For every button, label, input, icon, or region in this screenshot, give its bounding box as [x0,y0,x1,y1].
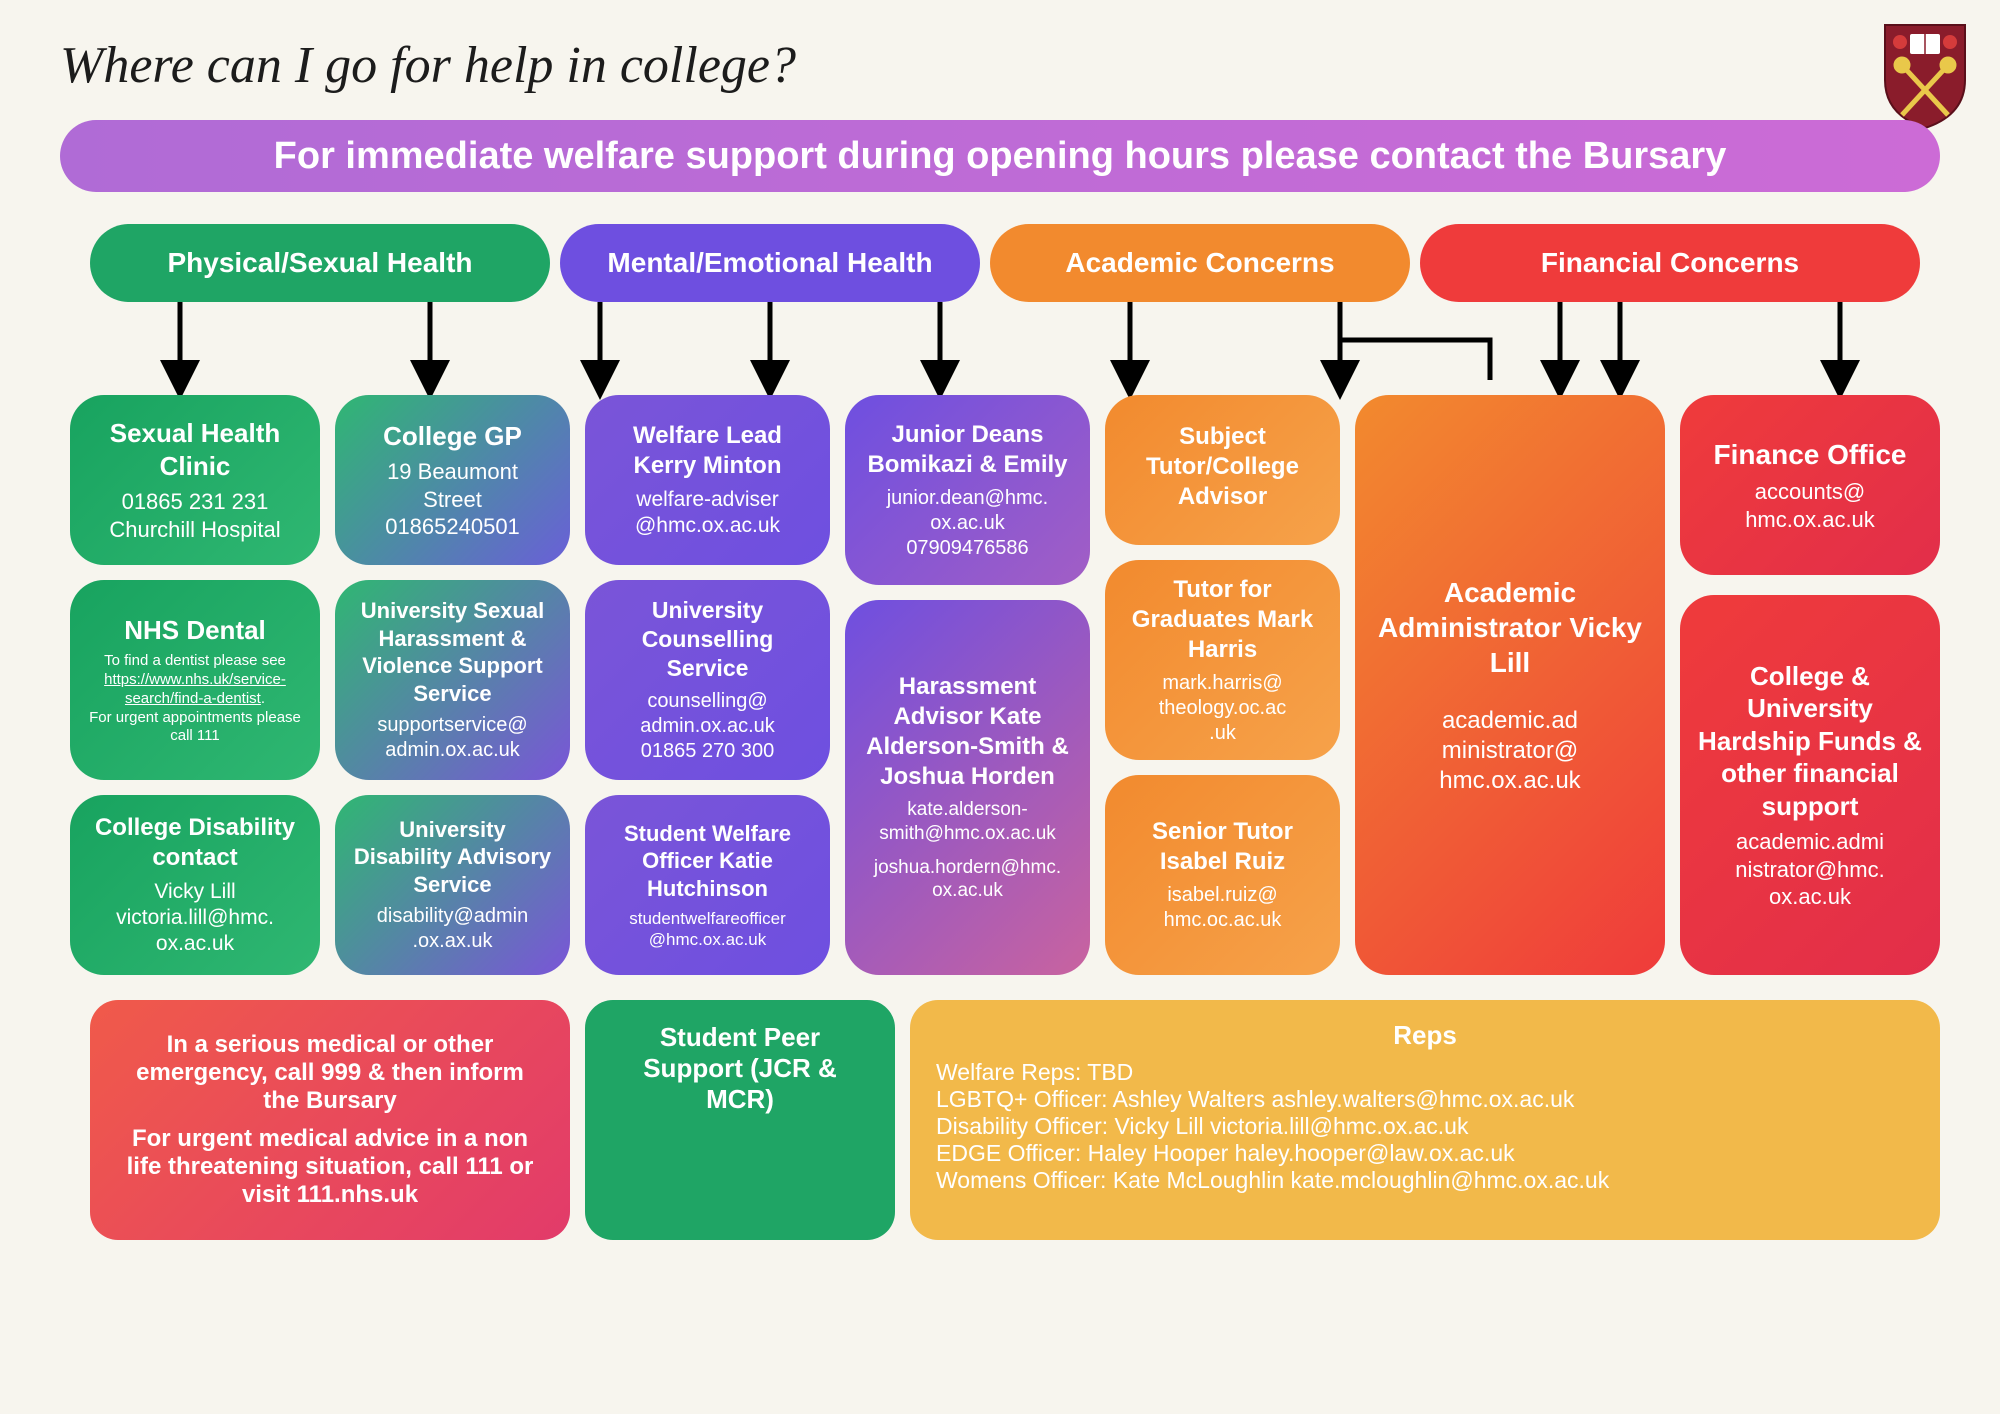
card-tutor-grad: Tutor for Graduates Mark Harrismark.harr… [1105,560,1340,760]
card-college-disability: College Disability contactVicky Lillvict… [70,795,320,975]
card-sexual-health: Sexual Health Clinic01865 231 231Churchi… [70,395,320,565]
rose-right-icon [1943,35,1957,49]
rose-left-icon [1893,35,1907,49]
card-academic-admin: Academic Administrator Vicky Lillacademi… [1355,395,1665,975]
category-physical: Physical/Sexual Health [90,224,550,302]
category-financial: Financial Concerns [1420,224,1920,302]
category-academic: Academic Concerns [990,224,1410,302]
card-senior-tutor: Senior Tutor Isabel Ruizisabel.ruiz@hmc.… [1105,775,1340,975]
card-junior-deans: Junior Deans Bomikazi & Emilyjunior.dean… [845,395,1090,585]
card-subject-tutor: Subject Tutor/College Advisor [1105,395,1340,545]
category-mental: Mental/Emotional Health [560,224,980,302]
card-hardship: College & University Hardship Funds & ot… [1680,595,1940,975]
card-counselling: University Counselling Servicecounsellin… [585,580,830,780]
page: Where can I go for help in college? For … [0,0,2000,1414]
peer-support-card: Student Peer Support (JCR & MCR) [585,1000,895,1240]
card-finance-office: Finance Officeaccounts@hmc.ox.ac.uk [1680,395,1940,575]
page-title: Where can I go for help in college? [60,36,796,95]
reps-card: RepsWelfare Reps: TBDLGBTQ+ Officer: Ash… [910,1000,1940,1240]
card-nhs-dental: NHS DentalTo find a dentist please seeht… [70,580,320,780]
card-college-gp: College GP19 BeaumontStreet01865240501 [335,395,570,565]
card-harassment: Harassment Advisor Kate Alderson-Smith &… [845,600,1090,975]
card-welfare-lead: Welfare Lead Kerry Mintonwelfare-adviser… [585,395,830,565]
immediate-support-banner: For immediate welfare support during ope… [60,120,1940,192]
card-udas: University Disability Advisory Servicedi… [335,795,570,975]
card-swo: Student Welfare Officer Katie Hutchinson… [585,795,830,975]
card-shvss: University Sexual Harassment & Violence … [335,580,570,780]
college-crest [1880,20,1970,130]
emergency-notice: In a serious medical or other emergency,… [90,1000,570,1240]
